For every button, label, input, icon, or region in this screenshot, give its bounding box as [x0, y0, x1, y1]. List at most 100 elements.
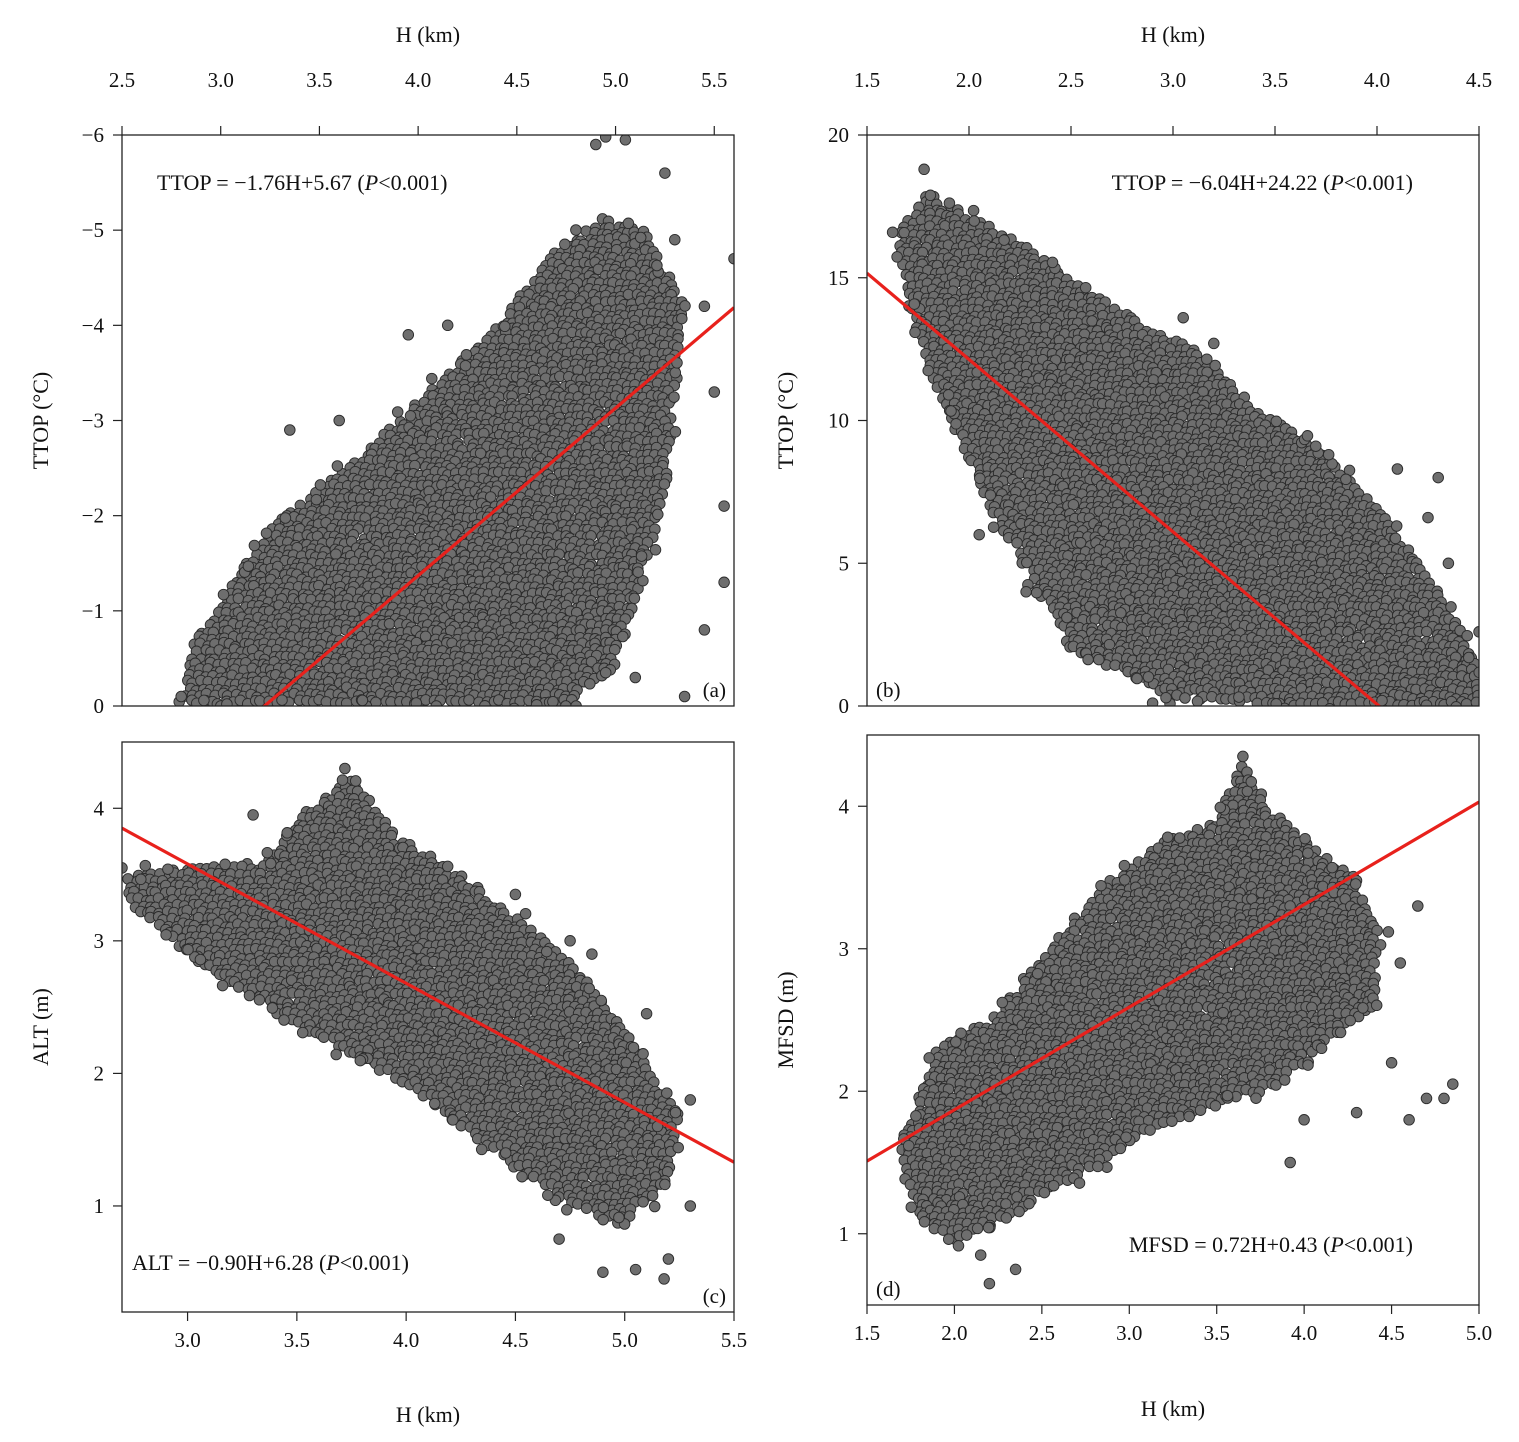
scatter-point	[622, 217, 635, 230]
scatter-point	[217, 588, 230, 601]
panel-a: 2.5 3.0 3.5 4.0 4.5 5.0 5.5 H (km) 0 −1 −2 −3 −4 −5 −6…	[28, 22, 735, 718]
scatter-point	[634, 231, 647, 244]
scatter-points	[173, 135, 734, 718]
scatter-point	[508, 702, 520, 706]
scatter-point-outlier	[441, 319, 454, 332]
scatter-point-outlier	[590, 138, 602, 151]
scatter-point	[669, 426, 682, 438]
scatter-point-outlier	[175, 690, 187, 703]
scatter-point-outlier	[284, 424, 296, 436]
scatter-point	[242, 560, 255, 572]
scatter-point	[198, 694, 210, 706]
regression-line	[261, 306, 734, 706]
scatter-point	[426, 372, 438, 385]
scatter-point-outlier	[708, 386, 721, 398]
scatter-point	[651, 259, 663, 272]
scatter-point	[559, 238, 571, 251]
x-axis-title: H (km)	[396, 22, 460, 47]
scatter-point-outlier	[728, 252, 734, 265]
scatter-point	[572, 567, 584, 579]
scatter-point	[460, 349, 473, 361]
scatter-point	[404, 410, 417, 422]
y-tick-label: 0	[94, 694, 105, 718]
scatter-point-outlier	[333, 414, 345, 427]
scatter-point	[430, 700, 443, 706]
scatter-point	[499, 320, 511, 333]
scatter-point	[386, 707, 397, 718]
scatter-point	[356, 694, 369, 706]
scatter-point	[248, 539, 261, 552]
scatter-point-outlier	[599, 135, 612, 143]
scatter-point-outlier	[718, 500, 730, 512]
scatter-point-outlier	[698, 624, 711, 636]
scatter-point	[310, 493, 323, 506]
scatter-point	[628, 592, 641, 605]
scatter-point	[459, 359, 472, 372]
scatter-point	[331, 460, 344, 472]
scatter-point	[632, 566, 644, 578]
scatter-point-outlier	[619, 135, 632, 146]
scatter-point	[327, 707, 338, 718]
scatter-point	[391, 406, 404, 418]
scatter-point-outlier	[669, 233, 681, 246]
scatter-point-outlier	[629, 671, 642, 684]
scatter-point	[570, 224, 582, 236]
scatter-points	[886, 163, 1479, 706]
scatter-point	[1086, 315, 1098, 327]
scatter-point	[279, 512, 292, 524]
scatter-point	[617, 630, 629, 643]
y-tick-label: −3	[82, 409, 104, 433]
scatter-point	[1182, 474, 1195, 487]
scatter-point	[295, 704, 303, 706]
scatter-point	[507, 541, 519, 554]
x-tick-label: 5.0	[602, 68, 628, 92]
scatter-point	[898, 226, 910, 239]
scatter-point-outlier	[678, 690, 691, 703]
scatter-point	[1053, 410, 1065, 423]
x-tick-label: 3.0	[208, 68, 234, 92]
y-tick-label: −2	[82, 504, 104, 528]
scatter-point	[649, 544, 662, 556]
scatter-point	[221, 698, 233, 706]
equation-p: P	[364, 170, 378, 195]
scatter-point	[676, 312, 688, 325]
scatter-point	[484, 491, 497, 503]
x-tick-label: 4.0	[405, 68, 431, 92]
scatter-point	[340, 697, 353, 706]
scatter-point	[276, 694, 288, 706]
scatter-point-outlier	[402, 329, 415, 341]
y-tick-label: −1	[82, 599, 104, 623]
y-tick-label: −6	[82, 123, 104, 147]
scatter-point	[669, 366, 682, 379]
scatter-point	[547, 695, 559, 706]
scatter-point	[679, 300, 691, 312]
scatter-point	[232, 592, 245, 605]
x-tick-label: 5.5	[701, 68, 727, 92]
y-axis-title: TTOP (°C)	[28, 372, 53, 469]
x-tick-label: 3.5	[306, 68, 332, 92]
scatter-point	[530, 699, 543, 706]
scatter-point	[668, 391, 680, 403]
y-tick-label: −4	[82, 313, 105, 337]
scatter-point	[468, 705, 473, 706]
scatter-point	[584, 678, 596, 690]
equation-significance: <0.001)	[378, 170, 447, 195]
scatter-point	[463, 694, 475, 706]
scatter-point-outlier	[718, 576, 730, 589]
scatter-point	[314, 479, 327, 491]
scatter-point-outlier	[599, 666, 612, 679]
equation-main: TTOP = −1.76H+5.67 (	[157, 170, 365, 195]
scatter-point	[658, 478, 671, 490]
scatter-point	[260, 527, 273, 539]
x-tick-label: 2.5	[109, 68, 135, 92]
scatter-point	[410, 697, 423, 706]
y-tick-label: −5	[82, 218, 104, 242]
regression-equation: TTOP = −1.76H+5.67 (P<0.001)	[157, 170, 447, 195]
scatter-point	[635, 550, 648, 562]
scatter-point-outlier	[698, 300, 711, 313]
panel-b: 1.5 2.0 2.5 3.0 3.5 4.0 4.5H (km)05101520TTOP …	[773, 22, 1492, 718]
panel-label: (a)	[703, 678, 726, 702]
scatter-point	[560, 700, 572, 706]
x-tick-label: 4.5	[504, 68, 530, 92]
